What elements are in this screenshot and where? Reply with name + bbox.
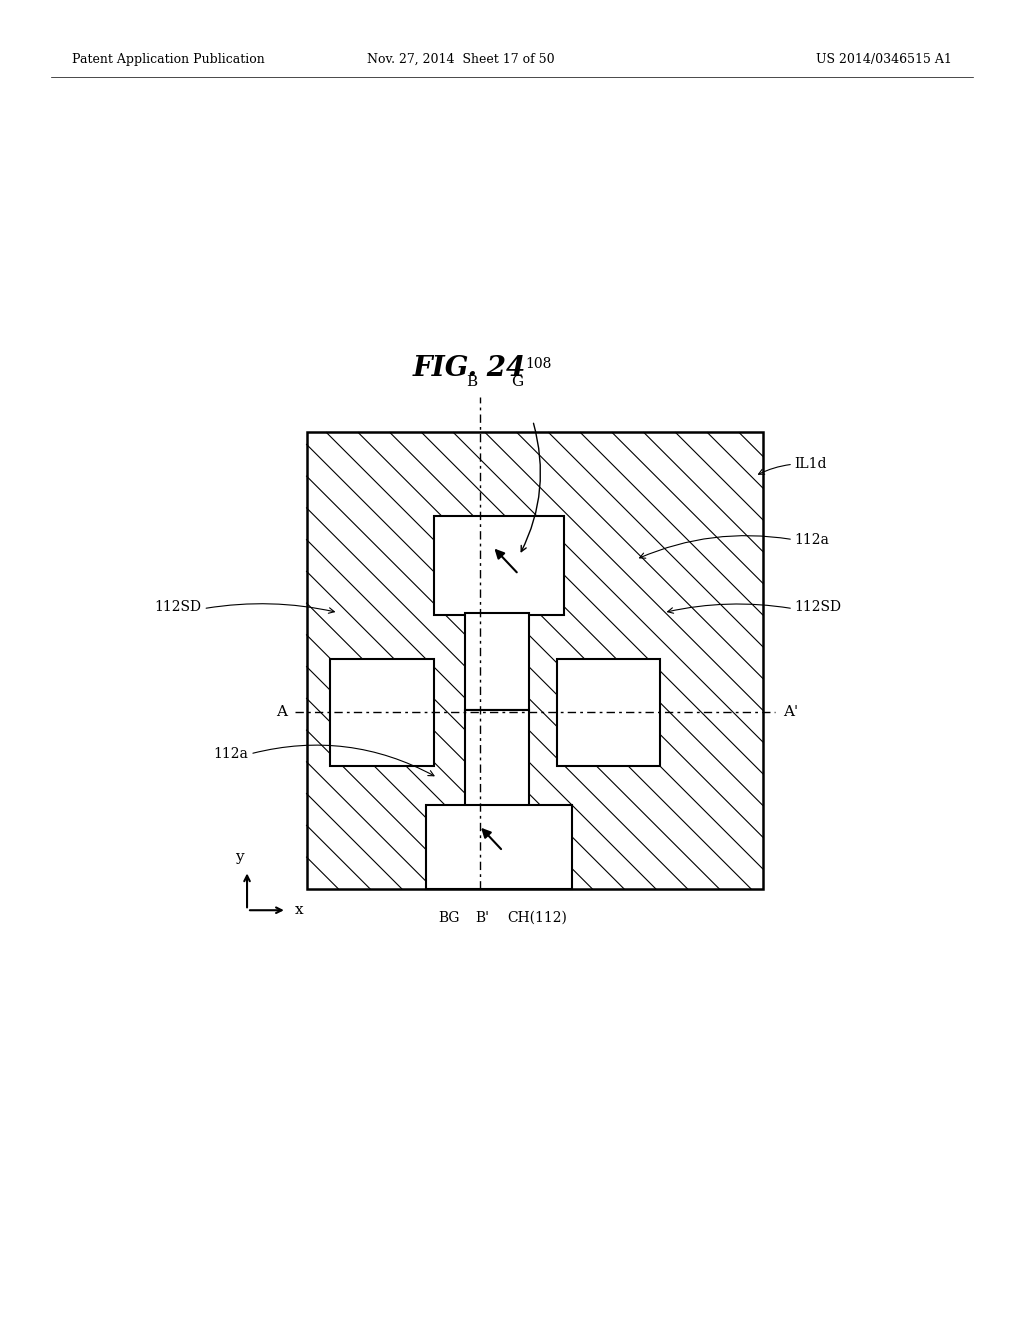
Text: B': B'	[476, 911, 489, 925]
Bar	[465, 710, 528, 807]
Text: CH(112): CH(112)	[507, 911, 566, 925]
Text: Patent Application Publication: Patent Application Publication	[72, 53, 264, 66]
Bar	[557, 659, 659, 766]
Bar	[331, 659, 433, 766]
Text: 112a: 112a	[795, 533, 829, 546]
Text: 108: 108	[525, 356, 552, 371]
Text: x: x	[295, 903, 303, 917]
Bar	[306, 433, 763, 888]
Text: BG: BG	[438, 911, 460, 925]
Bar	[433, 516, 564, 615]
Text: US 2014/0346515 A1: US 2014/0346515 A1	[816, 53, 952, 66]
Text: G: G	[512, 375, 524, 389]
Text: B: B	[466, 375, 477, 389]
Text: Nov. 27, 2014  Sheet 17 of 50: Nov. 27, 2014 Sheet 17 of 50	[367, 53, 555, 66]
Text: 112SD: 112SD	[155, 601, 202, 614]
Text: A: A	[275, 705, 287, 719]
Text: 112SD: 112SD	[795, 601, 842, 614]
Text: 112a: 112a	[214, 747, 249, 760]
Text: IL1d: IL1d	[795, 457, 827, 471]
Bar	[465, 614, 528, 710]
Text: FIG. 24: FIG. 24	[413, 355, 526, 383]
Text: y: y	[234, 850, 244, 865]
Bar	[426, 805, 572, 888]
Text: A': A'	[782, 705, 798, 719]
